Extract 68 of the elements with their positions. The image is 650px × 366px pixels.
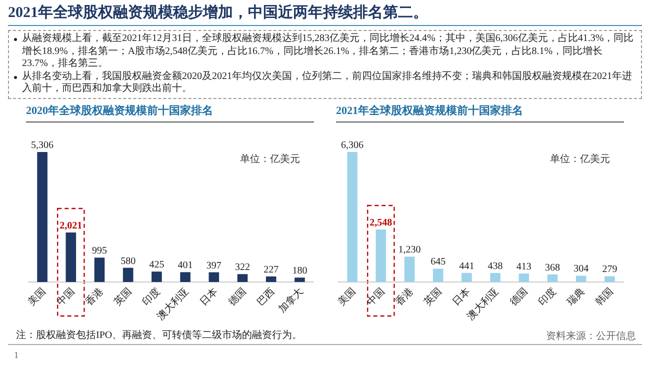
x-tick-label: 印度 [536, 286, 559, 308]
x-tick-label: 中国 [364, 286, 388, 308]
text: 资料来源：公开信息 [546, 330, 636, 343]
x-tick-label: 日本 [450, 286, 473, 308]
bar [37, 152, 48, 282]
data-label: 401 [178, 260, 193, 272]
data-label: 645 [430, 256, 446, 268]
data-label: 580 [120, 256, 136, 267]
x-tick-label: 英国 [422, 286, 444, 308]
x-tick-label: 德国 [226, 286, 249, 308]
bar [376, 229, 386, 282]
bar [94, 258, 105, 282]
bar [347, 152, 358, 282]
text: 从排名变动上看，我国股权融资金额2020及2021年均仅次美国，位列第二，前四位国家排名维持不变；瑞典和韩国股权融资规模在2021年进入前十，而巴西和加拿大则跌出前十。 [21, 70, 633, 96]
bar [576, 276, 586, 282]
x-tick-label: 印度 [140, 286, 163, 308]
bar [208, 272, 220, 282]
chart-title: 2020年全球股权融资规模前十国家排名 [26, 104, 213, 117]
data-label: 425 [149, 260, 164, 271]
data-label: 322 [235, 262, 250, 274]
data-label: 995 [92, 246, 107, 257]
bar [294, 278, 305, 282]
bar [462, 272, 472, 282]
x-tick-label: 英国 [112, 286, 134, 308]
bar [237, 274, 248, 282]
data-label: 441 [459, 260, 474, 272]
bar [490, 272, 500, 282]
x-tick-label: 瑞典 [564, 286, 588, 308]
data-label: 368 [545, 262, 560, 274]
bar [518, 273, 530, 282]
text: 2021年全球股权融资规模稳步增加，中国近两年持续排名第二。 [8, 3, 428, 22]
annotation: 2,021 [60, 220, 82, 232]
x-tick-label: 香港 [82, 286, 106, 308]
x-tick-label: 香港 [392, 286, 416, 308]
text: 1 [14, 350, 18, 360]
data-label: 413 [516, 261, 532, 272]
data-label: 279 [602, 264, 618, 276]
data-label: 6,306 [341, 140, 364, 151]
x-tick-label: 加拿大 [276, 286, 306, 316]
x-tick-label: 巴西 [255, 286, 278, 308]
x-tick-label: 德国 [508, 286, 530, 308]
text: 注：股权融资包括IPO、再融资、可转债等二级市场的融资行为。 [16, 328, 302, 342]
bar [432, 268, 444, 282]
bar [152, 272, 162, 282]
bar [66, 232, 76, 282]
x-tick-label: 日本 [197, 286, 220, 308]
data-label: 397 [206, 260, 222, 272]
bar [122, 268, 134, 282]
annotation: 2,548 [370, 217, 392, 228]
annotation: 单位：亿美元 [240, 153, 300, 165]
data-label: 304 [574, 264, 589, 275]
text: 从融资规模上看，截至2021年12月31日，全球股权融资规模达到15,283亿美元，同比增长24.4%；其中，美国6,306亿美元，占比41.3%，同比增长18.9%，排名第一；A股市场2,548亿美元，占比16.7%，同比增长26.1%，排名第二；香港市场1,230亿美元，占比8.1%，同比增长23.7%，排名第三。 [21, 33, 635, 70]
bar [266, 276, 276, 282]
data-label: 1,230 [398, 244, 421, 256]
chart-title: 2021年全球股权融资规模前十国家排名 [336, 104, 523, 117]
bar [404, 256, 415, 282]
bar [180, 272, 190, 282]
bar [604, 276, 615, 282]
bar [547, 274, 558, 282]
x-tick-label: 美国 [336, 286, 358, 308]
data-label: 438 [488, 260, 503, 272]
data-label: 5,306 [31, 140, 54, 151]
x-tick-label: 美国 [26, 286, 48, 308]
data-label: 180 [292, 266, 308, 277]
annotation: 单位：亿美元 [550, 153, 610, 165]
data-label: 227 [264, 264, 279, 276]
x-tick-label: 韩国 [593, 286, 616, 308]
x-tick-label: 中国 [54, 286, 78, 308]
